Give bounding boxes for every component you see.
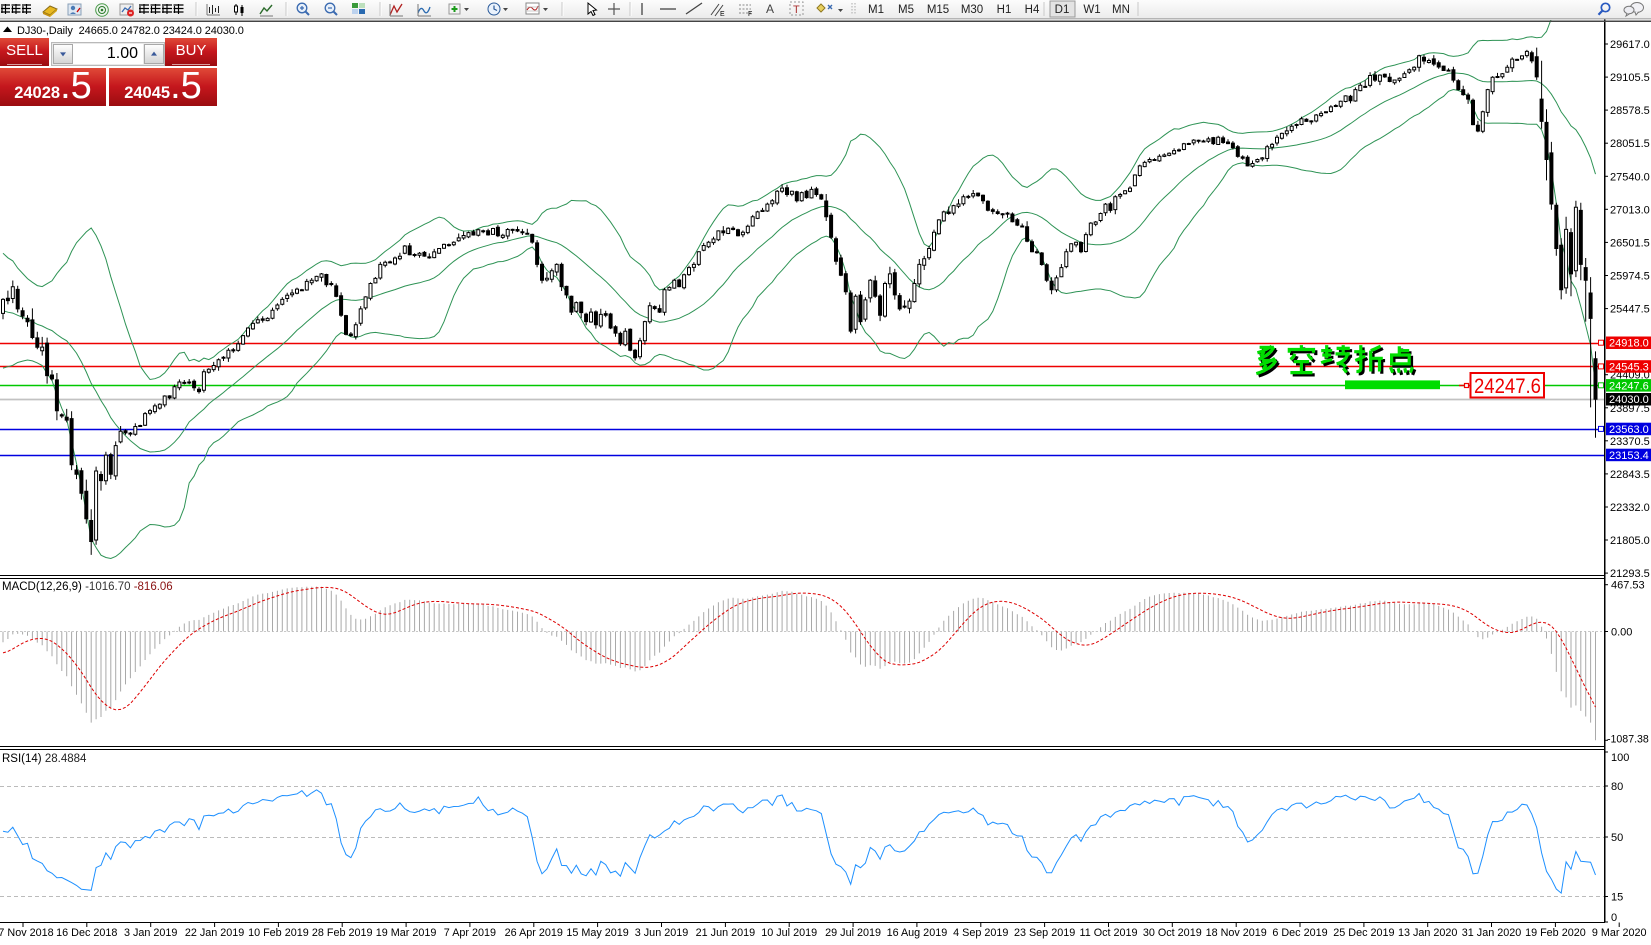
svg-text:E: E — [720, 11, 725, 18]
svg-text:M5: M5 — [898, 4, 914, 16]
svg-text:H1: H1 — [997, 4, 1012, 16]
svg-text:28578.5: 28578.5 — [1610, 105, 1650, 117]
svg-text:23897.5: 23897.5 — [1610, 403, 1650, 415]
svg-text:D1: D1 — [1055, 4, 1070, 16]
svg-text:25447.5: 25447.5 — [1610, 304, 1650, 316]
svg-text:24247.6: 24247.6 — [1609, 380, 1649, 392]
svg-text:13 Jan 2020: 13 Jan 2020 — [1398, 927, 1457, 939]
svg-text:26501.5: 26501.5 — [1610, 237, 1650, 249]
svg-text:6 Dec 2019: 6 Dec 2019 — [1272, 927, 1327, 939]
svg-text:25 Dec 2019: 25 Dec 2019 — [1333, 927, 1394, 939]
svg-text:4 Sep 2019: 4 Sep 2019 — [953, 927, 1008, 939]
svg-text:50: 50 — [1611, 832, 1623, 844]
svg-text:22332.0: 22332.0 — [1610, 502, 1650, 514]
svg-text:RSI(14) 28.4884: RSI(14) 28.4884 — [2, 753, 87, 765]
svg-text:MACD(12,26,9) -1016.70 -816.06: MACD(12,26,9) -1016.70 -816.06 — [2, 581, 173, 593]
svg-text:24545.3: 24545.3 — [1609, 361, 1649, 373]
svg-text:21805.0: 21805.0 — [1610, 535, 1650, 547]
svg-text:0: 0 — [1611, 912, 1617, 924]
svg-text:MN: MN — [1112, 4, 1130, 16]
svg-text:28 Feb 2019: 28 Feb 2019 — [312, 927, 373, 939]
svg-text:23153.4: 23153.4 — [1609, 450, 1649, 462]
svg-text:26 Apr 2019: 26 Apr 2019 — [505, 927, 563, 939]
svg-text:9 Mar 2020: 9 Mar 2020 — [1592, 927, 1647, 939]
svg-text:10 Jul 2019: 10 Jul 2019 — [761, 927, 817, 939]
svg-text:29617.0: 29617.0 — [1610, 39, 1650, 51]
svg-text:24030.0: 24030.0 — [1609, 394, 1649, 406]
svg-text:7 Apr 2019: 7 Apr 2019 — [444, 927, 496, 939]
svg-text:467.53: 467.53 — [1611, 580, 1645, 592]
svg-text:21293.5: 21293.5 — [1610, 568, 1650, 580]
svg-text:10 Feb 2019: 10 Feb 2019 — [248, 927, 309, 939]
svg-text:3 Jun 2019: 3 Jun 2019 — [635, 927, 688, 939]
svg-text:19 Feb 2020: 19 Feb 2020 — [1525, 927, 1586, 939]
svg-text:28051.5: 28051.5 — [1610, 138, 1650, 150]
svg-text:A: A — [766, 2, 774, 16]
svg-text:29105.5: 29105.5 — [1610, 72, 1650, 84]
svg-text:DJ30-,Daily 24665.0 24782.0 2: DJ30-,Daily 24665.0 24782.0 23424.0 2403… — [17, 25, 244, 37]
svg-text:23370.5: 23370.5 — [1610, 436, 1650, 448]
svg-text:-1087.38: -1087.38 — [1607, 733, 1649, 745]
svg-text:23 Sep 2019: 23 Sep 2019 — [1014, 927, 1075, 939]
svg-text:29 Jul 2019: 29 Jul 2019 — [825, 927, 881, 939]
svg-text:0.00: 0.00 — [1611, 627, 1632, 639]
svg-text:M1: M1 — [868, 4, 884, 16]
svg-text:F: F — [748, 11, 752, 18]
svg-text:M15: M15 — [927, 4, 949, 16]
svg-text:3 Jan 2019: 3 Jan 2019 — [124, 927, 177, 939]
svg-text:W1: W1 — [1083, 4, 1100, 16]
svg-text:15 May 2019: 15 May 2019 — [566, 927, 628, 939]
svg-text:24247.6: 24247.6 — [1474, 375, 1541, 398]
svg-text:30 Oct 2019: 30 Oct 2019 — [1143, 927, 1202, 939]
svg-text:27 Nov 2018: 27 Nov 2018 — [0, 927, 54, 939]
svg-text:18 Nov 2019: 18 Nov 2019 — [1206, 927, 1267, 939]
svg-text:15: 15 — [1611, 892, 1623, 904]
svg-text:21 Jun 2019: 21 Jun 2019 — [696, 927, 755, 939]
svg-text:22 Jan 2019: 22 Jan 2019 — [185, 927, 244, 939]
svg-text:80: 80 — [1611, 781, 1623, 793]
svg-text:23563.0: 23563.0 — [1609, 424, 1649, 436]
svg-text:27540.0: 27540.0 — [1610, 171, 1650, 183]
svg-text:24918.0: 24918.0 — [1609, 338, 1649, 350]
svg-text:T: T — [793, 4, 800, 16]
svg-text:100: 100 — [1611, 752, 1629, 764]
svg-text:16 Aug 2019: 16 Aug 2019 — [887, 927, 948, 939]
svg-text:11 Oct 2019: 11 Oct 2019 — [1079, 927, 1137, 939]
svg-text:16 Dec 2018: 16 Dec 2018 — [56, 927, 117, 939]
svg-text:25974.5: 25974.5 — [1610, 271, 1650, 283]
svg-text:22843.5: 22843.5 — [1610, 469, 1650, 481]
svg-text:31 Jan 2020: 31 Jan 2020 — [1462, 927, 1521, 939]
svg-text:M30: M30 — [961, 4, 983, 16]
svg-text:19 Mar 2019: 19 Mar 2019 — [376, 927, 437, 939]
svg-text:27013.0: 27013.0 — [1610, 204, 1650, 216]
svg-text:H4: H4 — [1025, 4, 1040, 16]
